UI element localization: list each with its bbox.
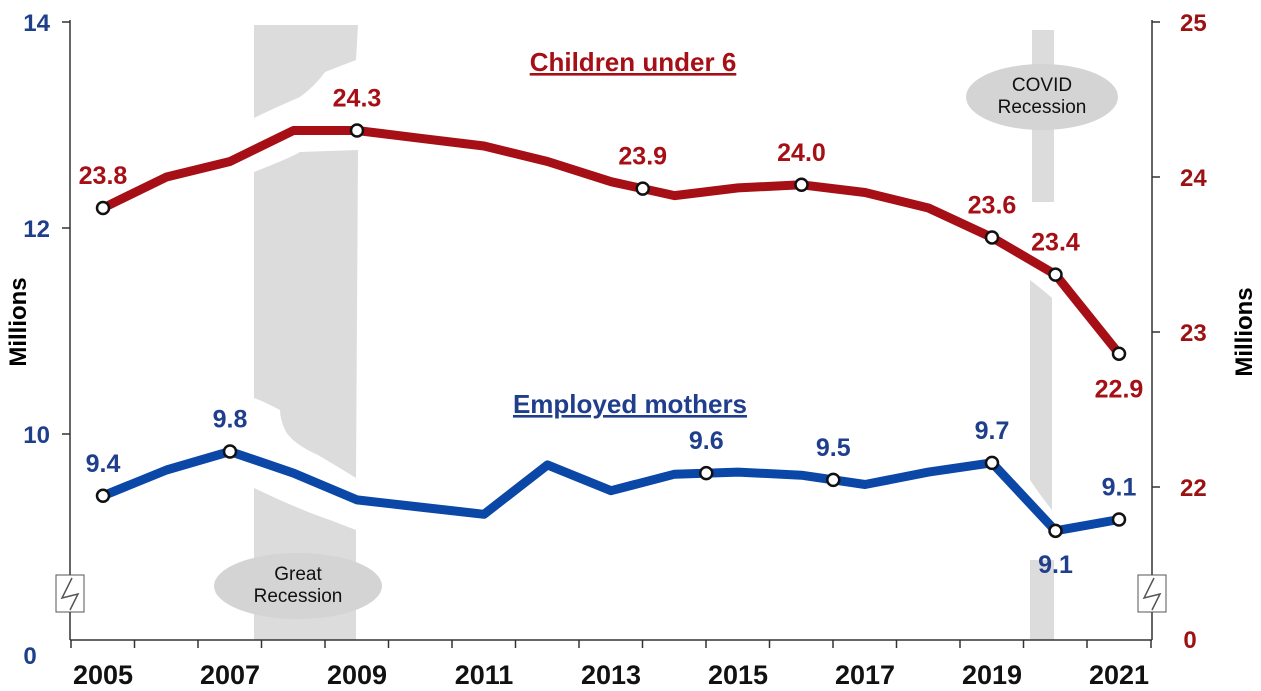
data-point-marker [635,181,650,196]
children-under-6-line [98,126,1124,359]
data-point-marker [1111,346,1127,361]
data-label: 9.7 [975,417,1010,445]
left-axis-break [55,574,85,613]
right-tick-labels: 25 24 23 22 0 [1180,10,1207,654]
right-axis-title: Millions [1231,287,1258,376]
left-tick-label-zero: 0 [23,643,36,670]
left-axis-title: Millions [5,277,32,366]
x-tick-label: 2009 [327,660,387,690]
data-point-marker [1048,267,1063,282]
left-tick-label: 10 [23,422,50,449]
data-label: 9.6 [689,427,724,455]
x-tick-label: 2011 [455,660,514,690]
covid-recession-label: COVID Recession [966,64,1118,130]
employed-mothers-line [98,447,1124,536]
data-point-marker [222,444,238,459]
data-label: 23.6 [968,191,1017,219]
x-tick-label: 2013 [581,660,641,690]
data-point-marker [349,123,365,138]
right-tick-label: 23 [1180,320,1207,347]
data-label: 23.4 [1031,229,1080,257]
x-tick-label: 2021 [1089,660,1149,690]
data-point-marker [794,177,809,192]
x-tick-label: 2005 [73,660,133,690]
data-labels-layer: 23.8 24.3 23.9 24.0 23.6 23.4 22.9 9.4 9.8 9.6 9.5… [79,85,1144,579]
data-point-marker [95,488,111,504]
left-tick-label: 14 [23,10,50,37]
data-label: 9.1 [1038,551,1073,579]
data-label: 24.0 [777,139,826,167]
right-tick-label: 25 [1180,10,1207,37]
right-tick-label: 24 [1180,165,1207,192]
data-label: 22.9 [1095,376,1144,404]
data-point-marker [1111,512,1127,527]
great-recession-label-line1: Great [274,564,322,585]
x-tick-label: 2015 [708,660,768,690]
data-point-marker [826,472,841,488]
left-tick-label: 12 [23,216,50,243]
data-label: 9.1 [1102,473,1137,501]
right-axis [1137,20,1167,640]
x-tick-label: 2019 [962,660,1022,690]
left-axis [55,20,85,640]
series-title-children: Children under 6 [530,47,737,77]
right-tick-label-zero: 0 [1183,627,1196,654]
data-label: 23.9 [618,143,667,171]
great-recession-label-line2: Recession [254,586,343,607]
data-label: 9.4 [86,450,121,478]
data-label: 24.3 [333,85,382,113]
great-recession-band [254,25,358,640]
left-tick-labels: 14 12 10 0 [23,10,50,670]
x-tick-label: 2007 [200,660,260,690]
data-label: 9.8 [213,406,248,434]
data-point-marker [699,465,714,481]
data-point-marker [95,200,111,216]
x-tick-label: 2017 [835,660,895,690]
x-tick-labels: 2005 2007 2009 2011 2013 2015 2017 2019 2021 [70,640,1152,690]
data-label: 9.5 [816,434,851,462]
data-point-marker [984,455,1000,471]
series-layer [98,126,1124,536]
right-axis-break [1137,574,1167,613]
data-point-marker [1048,523,1063,539]
right-tick-label: 22 [1180,475,1207,502]
great-recession-label: Great Recession [214,553,382,619]
data-label: 23.8 [79,162,128,190]
series-title-mothers: Employed mothers [513,389,747,419]
data-point-marker [984,230,1000,245]
covid-recession-label-line1: COVID [1012,75,1072,96]
covid-recession-label-line2: Recession [998,97,1087,118]
